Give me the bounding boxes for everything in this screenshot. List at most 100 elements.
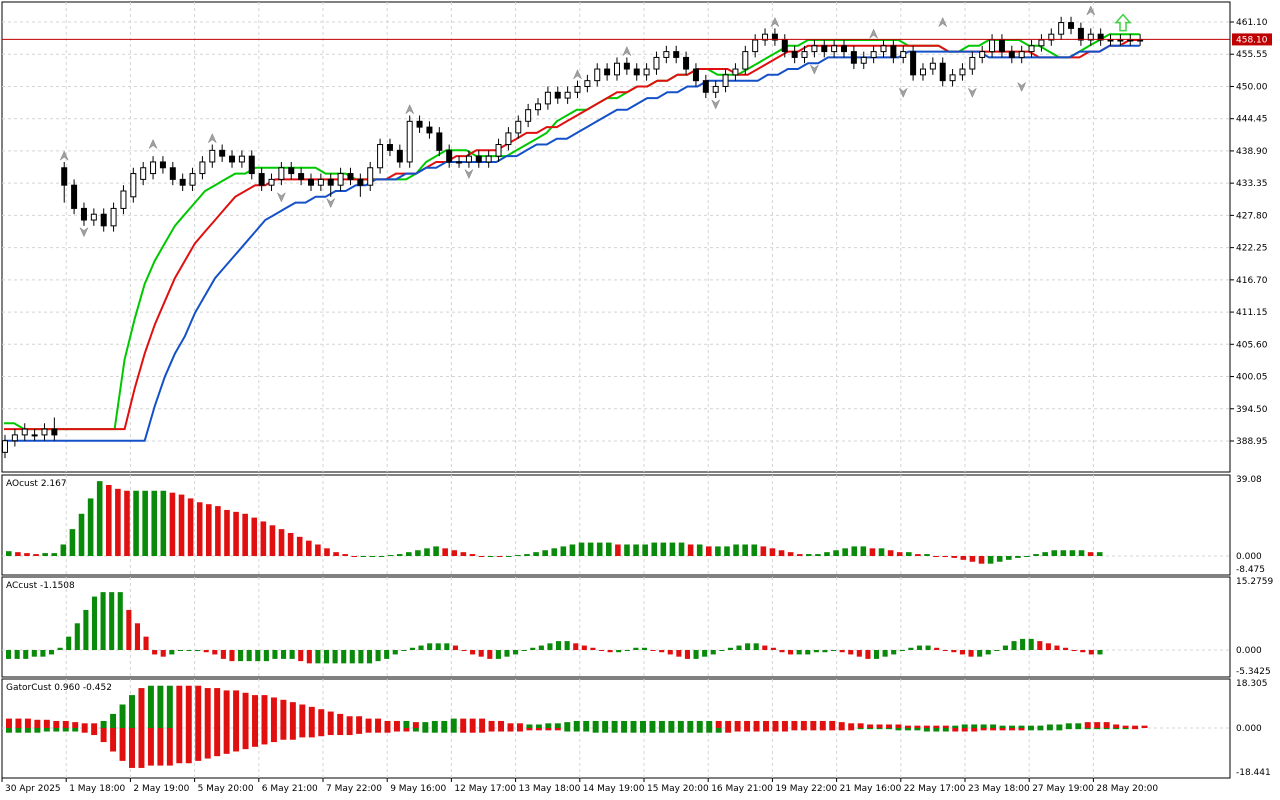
ao-histogram-bar: [469, 554, 476, 556]
ac-histogram-bar: [117, 592, 123, 650]
candle: [712, 80, 719, 99]
ao-histogram-bar: [742, 544, 748, 556]
ao-histogram-bar: [1051, 550, 1058, 556]
x-axis-tick-label: 5 May 20:00: [198, 784, 254, 794]
gator-lower-bar: [876, 728, 883, 730]
candle: [317, 173, 324, 191]
ac-histogram-bar: [1088, 650, 1094, 655]
ao-histogram-bar: [333, 552, 339, 556]
candle: [337, 167, 344, 191]
ao-histogram-bar: [506, 556, 512, 557]
candle: [969, 51, 976, 75]
ac-histogram-bar: [916, 645, 923, 650]
ac-histogram-bar: [1071, 650, 1077, 651]
gator-upper-bar: [734, 720, 741, 728]
ac-histogram-bar: [573, 643, 579, 650]
candle: [31, 429, 38, 441]
gator-lower-bar: [507, 728, 514, 732]
x-axis-tick-label: 14 May 19:00: [583, 784, 645, 794]
candle-body: [238, 155, 245, 163]
gator-upper-bar: [100, 720, 107, 728]
gator-upper-bar: [1094, 722, 1101, 728]
ao-histogram-bar: [778, 550, 785, 556]
candle-body: [298, 173, 305, 180]
ac-histogram-bar: [908, 647, 914, 650]
candle: [1097, 28, 1104, 46]
candle: [446, 144, 453, 168]
gator-upper-bar: [479, 718, 486, 728]
candle-body: [11, 434, 18, 442]
gator-upper-bar: [1065, 723, 1072, 728]
candle: [248, 150, 255, 180]
candle-body: [199, 161, 206, 175]
ac-histogram-bar: [298, 650, 304, 662]
ac-histogram-bar: [994, 650, 1000, 651]
gator-lower-bar: [838, 728, 845, 731]
ao-histogram-bar: [1042, 552, 1048, 556]
ac-histogram-bar: [186, 650, 192, 651]
ao-histogram-bar: [578, 542, 585, 556]
gator-lower-bar: [535, 728, 542, 731]
candle: [989, 34, 996, 58]
gator-lower-bar: [110, 728, 117, 752]
fractal-down-marker: [326, 197, 336, 209]
gator-lower-bar: [422, 728, 429, 733]
candle-body: [386, 144, 393, 151]
candle-body: [554, 91, 561, 99]
candle-body: [396, 149, 403, 163]
candle: [11, 429, 18, 447]
ao-histogram-bar: [51, 553, 58, 556]
gator-upper-bar: [242, 692, 249, 728]
price-y-tick-label: 422.25: [1236, 244, 1268, 254]
ao-histogram-bar: [1015, 556, 1021, 558]
ac-histogram-bar: [14, 650, 20, 659]
ac-histogram-bar: [323, 650, 330, 664]
gator-upper-bar: [289, 702, 296, 728]
ac-histogram-bar: [212, 650, 218, 655]
ac-histogram-bar: [495, 650, 501, 659]
candle: [1077, 22, 1084, 46]
gator-upper-bar: [725, 720, 732, 728]
candle-body: [692, 68, 699, 82]
candle-body: [1038, 39, 1045, 47]
x-axis-tick-label: 1 May 18:00: [69, 784, 125, 794]
gator-lower-bar: [100, 728, 107, 743]
ao-histogram-bar: [687, 544, 694, 556]
candle-body: [41, 428, 48, 436]
ac-histogram-bar: [341, 650, 347, 664]
gator-upper-bar: [923, 725, 930, 728]
candle: [732, 63, 739, 81]
ac-histogram-bar: [195, 650, 201, 651]
candle-body: [1127, 39, 1134, 42]
candle-body: [456, 161, 463, 164]
candle: [959, 63, 966, 81]
ao-histogram-bar: [669, 542, 676, 556]
ao-histogram-bar: [33, 554, 39, 556]
ac-histogram-bar: [134, 623, 140, 650]
candle: [238, 150, 245, 168]
candle: [130, 167, 137, 203]
gator-lower-bar: [763, 728, 769, 732]
gator-upper-bar: [270, 697, 277, 728]
gator-lower-bar: [498, 728, 505, 732]
ac-histogram-bar: [693, 650, 699, 659]
candle: [159, 156, 166, 174]
candle: [61, 161, 68, 203]
ao-histogram-bar: [15, 552, 21, 556]
gator-upper-bar: [1084, 722, 1091, 728]
candle-body: [130, 173, 137, 198]
candle-body: [574, 85, 581, 93]
gator-lower-bar: [81, 728, 88, 733]
gator-upper-bar: [876, 724, 883, 728]
gator-upper-bar: [829, 720, 836, 728]
ac-histogram-bar: [805, 650, 811, 655]
candle: [505, 127, 512, 151]
ac-histogram-bar: [839, 650, 845, 653]
ac-histogram-bar: [598, 650, 605, 651]
ao-histogram-bar: [278, 529, 285, 556]
candle: [692, 63, 699, 87]
ac-histogram-bar: [831, 650, 837, 651]
ac-histogram-bar: [641, 647, 648, 650]
gator-upper-bar: [867, 724, 874, 728]
